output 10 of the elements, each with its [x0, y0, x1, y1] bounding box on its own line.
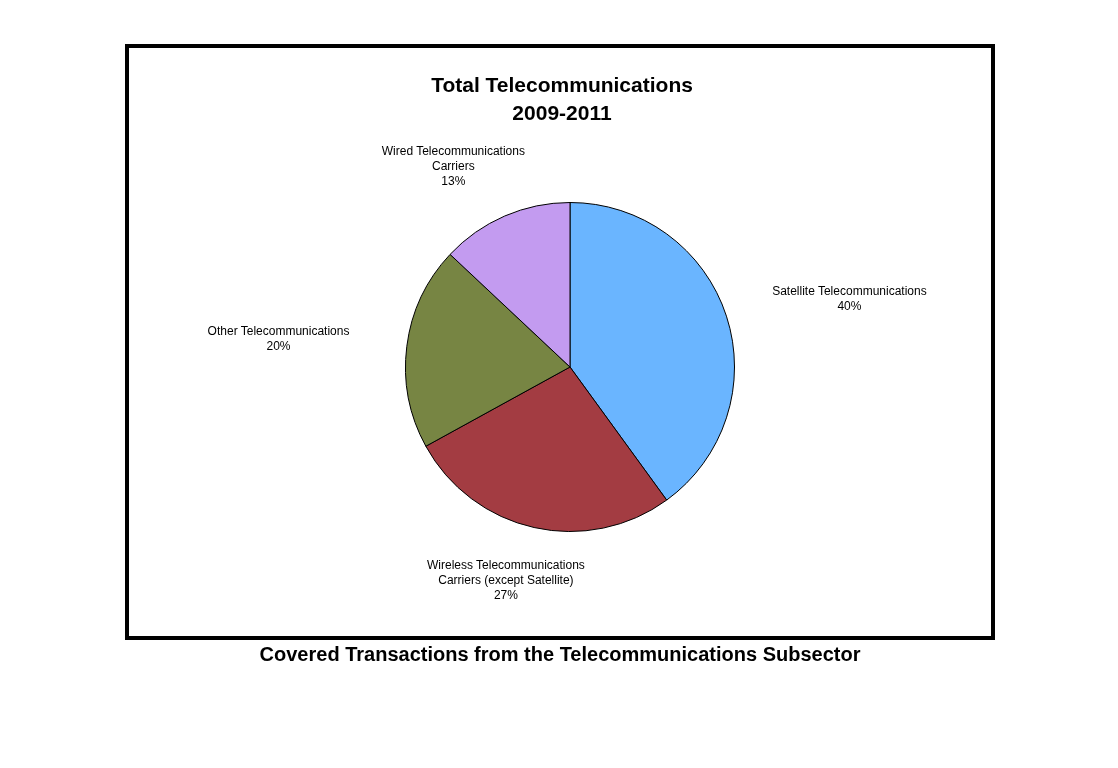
data-label: 13%	[441, 173, 466, 188]
slice-label: Wired Telecommunications Carriers	[381, 143, 525, 173]
data-label: 27%	[493, 587, 519, 602]
slice-label: Other Telecommunications	[207, 324, 350, 339]
chart-title: Total Telecommunications 2009-2011	[431, 72, 693, 124]
data-label: 40%	[837, 299, 862, 314]
slice-label: Satellite Telecommunications	[772, 284, 927, 299]
data-label: 20%	[266, 339, 291, 354]
slice-label: Wireless Telecommunications Carriers (except Satellite)	[426, 557, 585, 587]
text: Covered Transactions from the Telecommunications Subsector	[259, 642, 861, 665]
